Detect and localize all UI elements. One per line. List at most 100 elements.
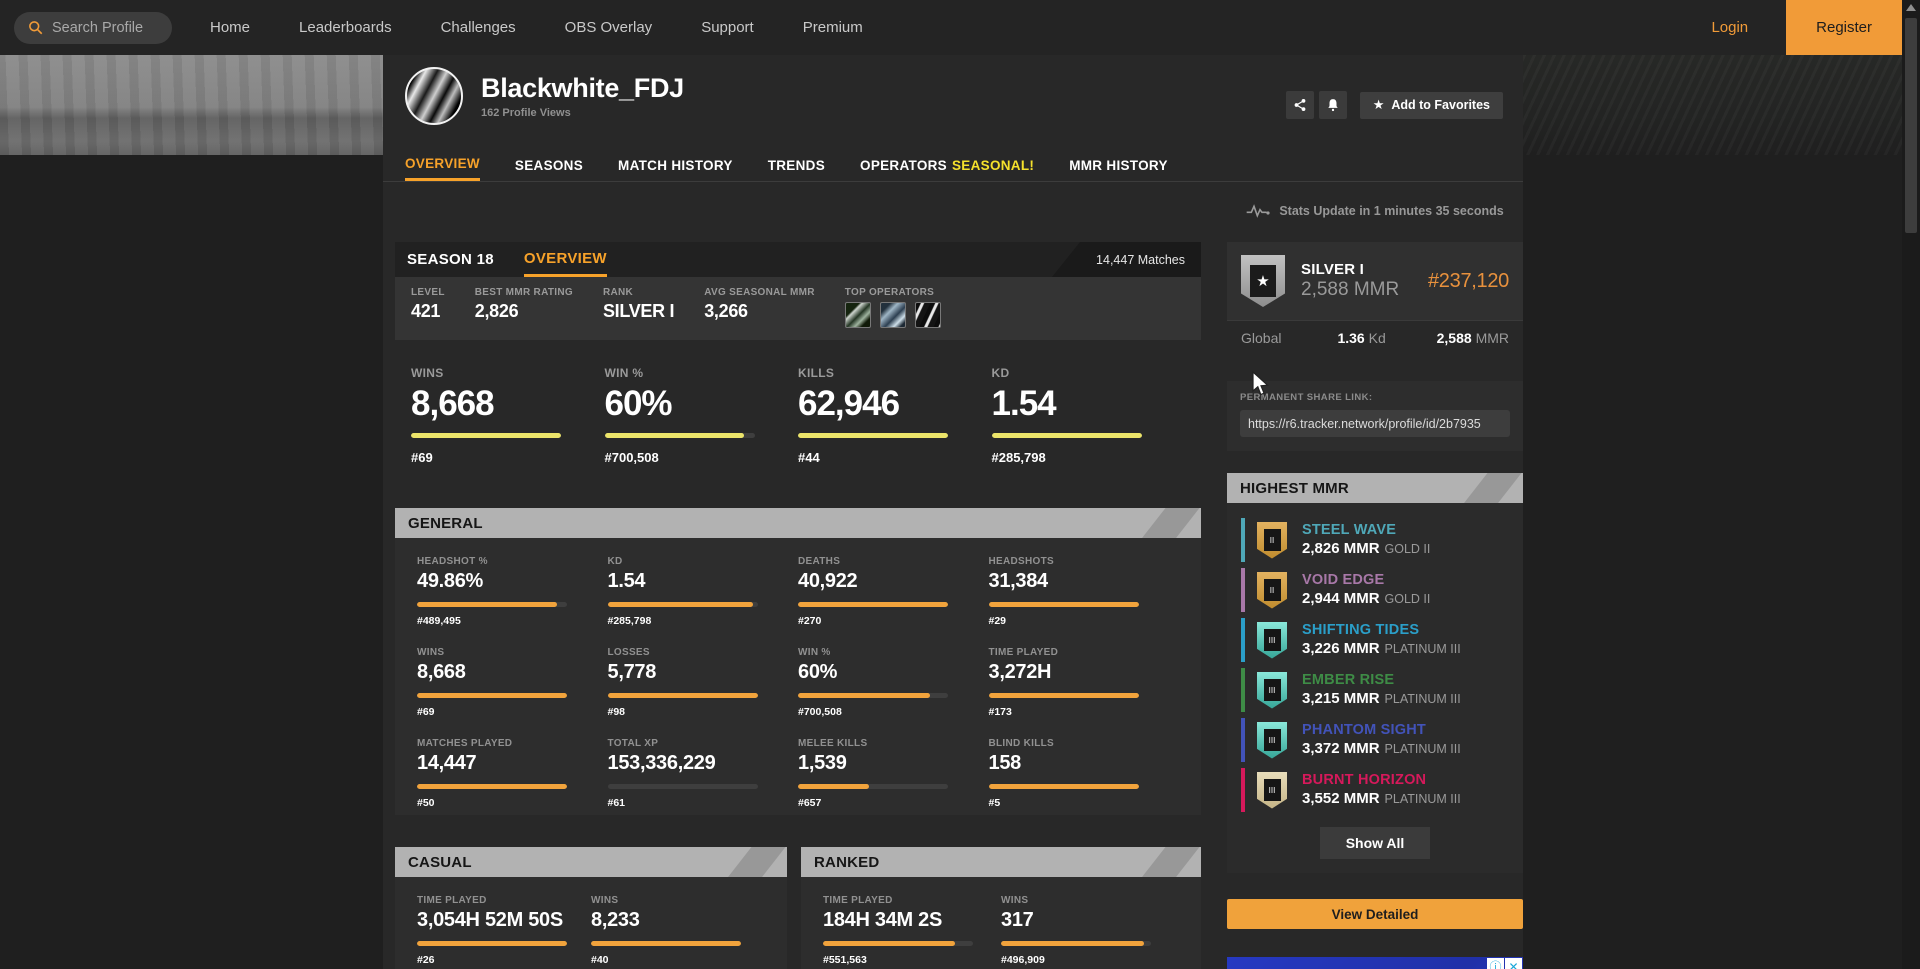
nav-item-obs-overlay[interactable]: OBS Overlay xyxy=(564,19,653,36)
advertisement[interactable]: ⓘ ✕ DigitalOcean xyxy=(1227,957,1523,969)
search-input[interactable]: Search Profile xyxy=(14,11,172,44)
season-mmr-item-phantom-sight[interactable]: III PHANTOM SIGHT 3,372 MMR PLATINUM III xyxy=(1227,715,1523,765)
tab-seasons[interactable]: SEASONS xyxy=(514,157,584,173)
rank-badge-icon: III xyxy=(1257,771,1287,809)
search-placeholder: Search Profile xyxy=(52,19,144,36)
season-overview-tab[interactable]: OVERVIEW xyxy=(523,242,607,277)
operator-icon-1[interactable] xyxy=(844,302,871,328)
progress-bar xyxy=(411,433,561,438)
stat-blind-kills: BLIND KILLS 158 #5 xyxy=(988,738,1180,809)
season-mmr-item-ember-rise[interactable]: III EMBER RISE 3,215 MMR PLATINUM III xyxy=(1227,665,1523,715)
stat-losses: LOSSES 5,778 #98 xyxy=(607,647,799,718)
progress-bar xyxy=(798,602,948,607)
season-mmr-item-steel-wave[interactable]: II STEEL WAVE 2,826 MMR GOLD II xyxy=(1227,515,1523,565)
sidebar: Stats Update in 1 minutes 35 seconds ★ S… xyxy=(1227,198,1523,969)
casual-time-played: TIME PLAYED 3,054H 52M 50S #26 xyxy=(417,895,591,966)
rank-card-footer: Global 1.36 Kd 2,588 MMR xyxy=(1227,320,1523,355)
general-stats-grid: HEADSHOT % 49.86% #489,495 KD 1.54 #285,… xyxy=(395,538,1201,815)
ranked-wins: WINS 317 #496,909 xyxy=(1001,895,1179,966)
stat-matches-played: MATCHES PLAYED 14,447 #50 xyxy=(417,738,608,809)
profile-header: Blackwhite_FDJ 162 Profile Views ★ Add t… xyxy=(383,55,1523,125)
season-card-header: SEASON 18 OVERVIEW 14,447 Matches xyxy=(395,242,1201,277)
current-rank-card: ★ SILVER I 2,588 MMR #237,120 xyxy=(1227,242,1523,320)
rank-badge-icon: II xyxy=(1257,521,1287,559)
tab-match-history[interactable]: MATCH HISTORY xyxy=(618,157,733,173)
progress-bar xyxy=(988,693,1139,698)
add-to-favorites-button[interactable]: ★ Add to Favorites xyxy=(1359,91,1503,119)
progress-bar xyxy=(988,602,1139,607)
tab-mmr-history[interactable]: MMR HISTORY xyxy=(1069,157,1168,173)
share-icon xyxy=(1294,99,1306,111)
nav-item-challenges[interactable]: Challenges xyxy=(440,19,516,36)
operator-icon-3[interactable] xyxy=(914,302,941,328)
season-tab[interactable]: SEASON 18 xyxy=(407,251,494,268)
profile-tabs: OVERVIEW SEASONS MATCH HISTORY TRENDS OP… xyxy=(383,149,1523,182)
main-stats-column: SEASON 18 OVERVIEW 14,447 Matches LEVEL … xyxy=(395,242,1201,969)
share-link-card: PERMANENT SHARE LINK: xyxy=(1227,381,1523,451)
leaderboard-position: #237,120 xyxy=(1427,269,1509,292)
global-kd-value: 1.36 xyxy=(1337,330,1365,346)
star-icon: ★ xyxy=(1372,97,1385,112)
stat-wins: WINS 8,668 #69 xyxy=(417,647,608,718)
progress-bar xyxy=(798,784,948,789)
casual-wins: WINS 8,233 #40 xyxy=(591,895,765,966)
big-stat-kd: KD 1.54 #285,798 xyxy=(991,366,1186,465)
view-detailed-button[interactable]: View Detailed xyxy=(1227,899,1523,929)
page-scrollbar[interactable] xyxy=(1902,0,1920,969)
share-button[interactable] xyxy=(1285,91,1314,119)
ad-close-icon[interactable]: ✕ xyxy=(1505,958,1522,969)
login-link[interactable]: Login xyxy=(1711,19,1749,36)
progress-bar xyxy=(991,433,1142,438)
ad-info-icon[interactable]: ⓘ xyxy=(1487,958,1504,969)
progress-bar xyxy=(417,784,567,789)
rank-tier: SILVER I xyxy=(1301,261,1364,278)
nav-item-premium[interactable]: Premium xyxy=(802,19,863,36)
show-all-button[interactable]: Show All xyxy=(1319,827,1431,859)
general-card: GENERAL HEADSHOT % 49.86% #489,495 KD 1.… xyxy=(395,508,1201,815)
share-link-input[interactable] xyxy=(1240,410,1510,437)
search-icon xyxy=(29,21,43,35)
season-accent-bar xyxy=(1241,718,1245,762)
season-mmr-item-void-edge[interactable]: II VOID EDGE 2,944 MMR GOLD II xyxy=(1227,565,1523,615)
casual-header: CASUAL xyxy=(395,847,787,877)
tab-operators[interactable]: OPERATORS SEASONAL! xyxy=(860,157,1035,173)
scroll-up-arrow-icon[interactable] xyxy=(1906,4,1916,11)
progress-bar xyxy=(607,602,758,607)
stat-win-pct: WIN % 60% #700,508 xyxy=(798,647,989,718)
season-accent-bar xyxy=(1241,518,1245,562)
register-button[interactable]: Register xyxy=(1786,0,1902,55)
progress-bar xyxy=(417,602,567,607)
season-big-stats: WINS 8,668 #69 WIN % 60% #700,508 xyxy=(395,340,1201,475)
seasonal-highlight: SEASONAL! xyxy=(951,157,1035,173)
progress-bar xyxy=(1001,941,1151,946)
tab-trends[interactable]: TRENDS xyxy=(767,157,826,173)
nav-item-support[interactable]: Support xyxy=(701,19,754,36)
highest-mmr-header: HIGHEST MMR xyxy=(1227,473,1523,503)
notifications-button[interactable] xyxy=(1318,91,1347,119)
tab-overview[interactable]: OVERVIEW xyxy=(405,149,480,181)
operator-icon-2[interactable] xyxy=(879,302,906,328)
progress-bar xyxy=(988,784,1139,789)
ranked-card: RANKED TIME PLAYED 184H 34M 2S #551,563 xyxy=(801,847,1201,969)
nav-links: Home Leaderboards Challenges OBS Overlay… xyxy=(210,19,863,36)
nav-item-leaderboards[interactable]: Leaderboards xyxy=(299,19,392,36)
summary-top-operators: TOP OPERATORS xyxy=(844,287,941,328)
stat-deaths: DEATHS 40,922 #270 xyxy=(798,556,989,627)
big-stat-kills: KILLS 62,946 #44 xyxy=(798,366,992,465)
scrollbar-thumb[interactable] xyxy=(1905,18,1917,233)
ranked-header: RANKED xyxy=(801,847,1201,877)
season-accent-bar xyxy=(1241,768,1245,812)
ranked-time-played: TIME PLAYED 184H 34M 2S #551,563 xyxy=(823,895,1001,966)
season-mmr-item-burnt-horizon[interactable]: III BURNT HORIZON 3,552 MMR PLATINUM III xyxy=(1227,765,1523,815)
summary-best-mmr: BEST MMR RATING 2,826 xyxy=(474,287,573,321)
nav-item-home[interactable]: Home xyxy=(210,19,251,36)
progress-bar xyxy=(417,693,567,698)
rank-badge-icon: III xyxy=(1257,671,1287,709)
summary-rank: RANK SILVER I xyxy=(602,287,675,321)
progress-bar xyxy=(798,693,948,698)
pulse-icon xyxy=(1246,204,1270,218)
rank-badge-icon: III xyxy=(1257,621,1287,659)
season-mmr-item-shifting-tides[interactable]: III SHIFTING TIDES 3,226 MMR PLATINUM III xyxy=(1227,615,1523,665)
rank-badge-icon: III xyxy=(1257,721,1287,759)
